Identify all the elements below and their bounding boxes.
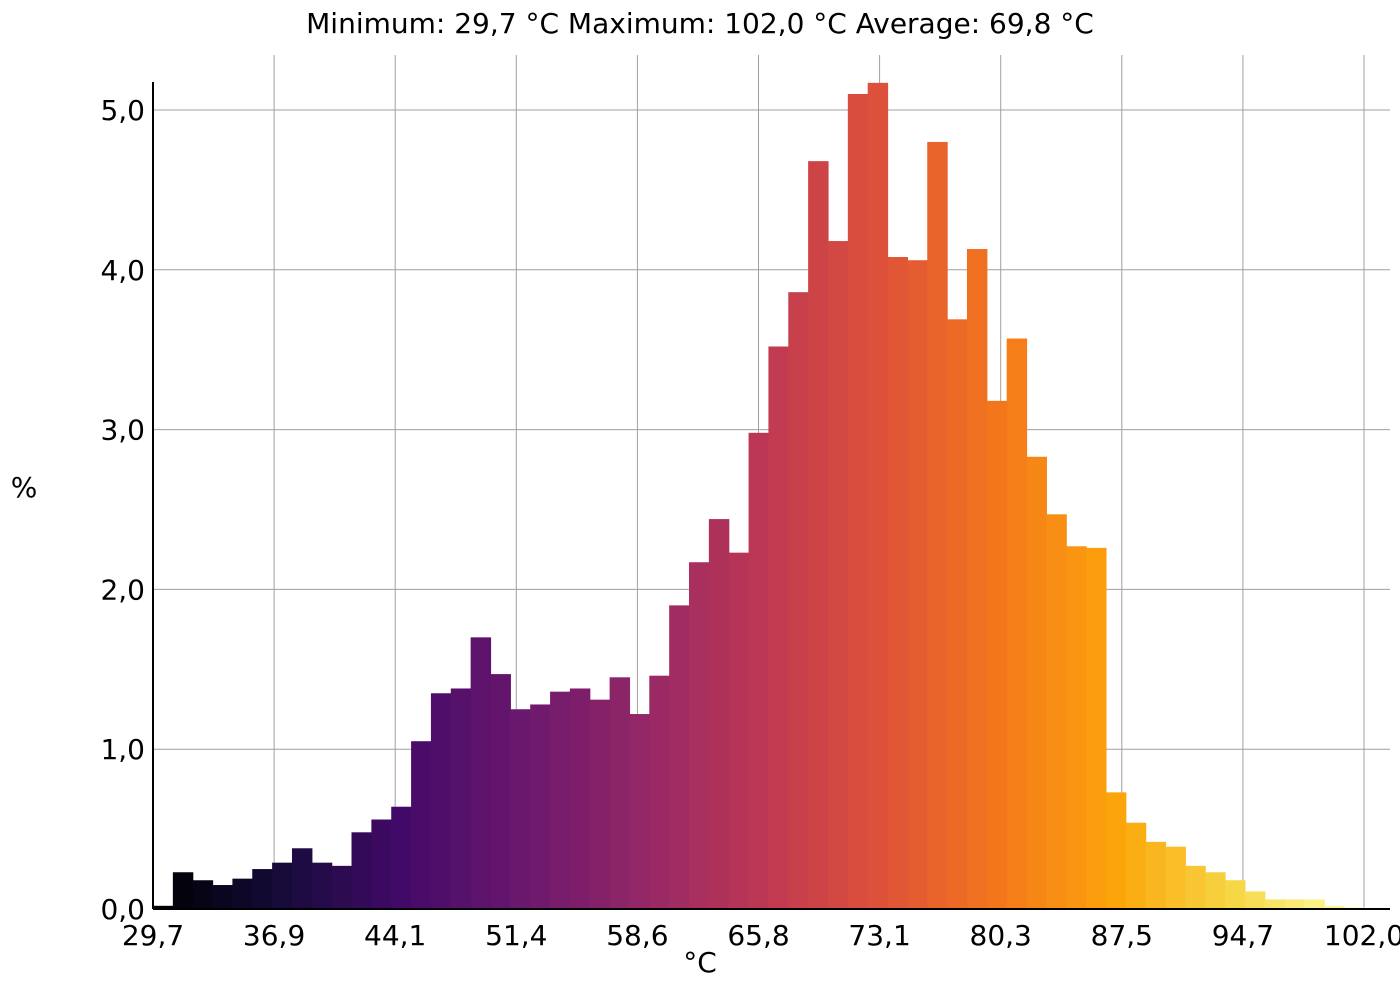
x-tick-label: 65,8: [727, 919, 789, 952]
y-axis-label: %: [11, 471, 38, 504]
x-tick-label: 36,9: [243, 919, 305, 952]
bars: [153, 82, 1365, 910]
histogram-bar: [550, 691, 571, 909]
histogram-bar: [728, 552, 750, 909]
histogram-bar: [1125, 822, 1147, 909]
histogram-bar: [490, 674, 511, 909]
histogram-bar: [351, 832, 372, 909]
histogram-bar: [291, 848, 313, 909]
histogram-bar: [966, 249, 988, 909]
histogram-bar: [1006, 338, 1028, 909]
histogram-bar: [153, 905, 174, 909]
y-tick-label: 3,0: [100, 414, 145, 447]
histogram-bar: [609, 677, 631, 909]
histogram-bar: [867, 82, 889, 909]
histogram-bar: [847, 94, 869, 909]
x-tick-label: 44,1: [364, 919, 426, 952]
histogram-bar: [1046, 514, 1067, 909]
y-tick-label: 4,0: [100, 254, 145, 287]
histogram-bar: [569, 688, 591, 909]
histogram-bar: [470, 637, 492, 909]
histogram-bar: [788, 292, 809, 909]
histogram-bar: [748, 432, 770, 909]
y-tick-label: 2,0: [100, 573, 145, 606]
histogram-bar: [212, 885, 234, 909]
x-tick-label: 94,7: [1212, 919, 1274, 952]
histogram-bar: [947, 319, 968, 910]
histogram-bar: [1185, 865, 1206, 909]
histogram-bar: [232, 878, 253, 909]
histogram-bar: [689, 562, 710, 909]
y-tick-labels: 0,0 1,0 2,0 3,0 4,0 5,0: [100, 94, 145, 926]
histogram-bar: [1145, 841, 1167, 909]
histogram-bar: [827, 241, 849, 910]
histogram-bar: [808, 161, 829, 909]
histogram-bar: [450, 688, 472, 909]
histogram-bar: [411, 741, 432, 909]
chart-title: Minimum: 29,7 °C Maximum: 102,0 °C Avera…: [306, 7, 1094, 40]
histogram-bar: [1324, 905, 1345, 909]
histogram-bar: [629, 714, 650, 909]
x-tick-label: 73,1: [848, 919, 910, 952]
histogram-bar: [669, 605, 690, 909]
histogram-bar: [887, 257, 908, 909]
histogram-bar: [311, 862, 333, 909]
histogram-bar: [1026, 456, 1047, 909]
histogram-bar: [371, 819, 392, 909]
histogram-bar: [1086, 547, 1107, 909]
x-tick-labels: 29,7 36,9 44,1 51,4 58,6 65,8 73,1 80,3 87,5 94,7…: [122, 919, 1400, 952]
x-tick-label: 51,4: [485, 919, 547, 952]
histogram-bar: [192, 880, 214, 909]
histogram-bar: [986, 400, 1008, 909]
histogram-bar: [589, 699, 611, 909]
histogram-bar: [391, 806, 412, 909]
histogram-bar: [252, 869, 273, 909]
x-tick-label: 58,6: [606, 919, 668, 952]
histogram-bar: [1284, 899, 1306, 909]
histogram-bar: [1304, 899, 1325, 909]
x-tick-label: 80,3: [970, 919, 1032, 952]
x-tick-label: 29,7: [122, 919, 184, 952]
histogram-bar: [430, 693, 452, 909]
histogram-bar: [331, 865, 353, 909]
x-tick-label: 87,5: [1091, 919, 1153, 952]
histogram-bar: [708, 519, 730, 909]
histogram-bar: [172, 872, 194, 909]
x-axis-label: °C: [683, 946, 717, 979]
histogram-bar: [530, 704, 551, 909]
histogram-bar: [1264, 899, 1286, 909]
y-tick-label: 0,0: [100, 893, 145, 926]
histogram-bar: [649, 675, 670, 909]
histogram-bar: [272, 862, 293, 909]
histogram-bar: [1244, 891, 1266, 909]
histogram-bar: [1225, 880, 1246, 909]
x-tick-label: 102,0: [1324, 919, 1400, 952]
axes: [152, 82, 1390, 910]
histogram-bar: [1205, 872, 1226, 909]
histogram-bar: [1066, 546, 1087, 909]
histogram-bar: [1105, 792, 1127, 909]
histogram-bar: [907, 260, 928, 910]
y-tick-label: 1,0: [100, 733, 145, 766]
histogram-bar: [1165, 846, 1186, 909]
histogram-bar: [510, 709, 531, 909]
histogram-bar: [927, 141, 948, 909]
histogram-bar: [768, 346, 789, 909]
y-tick-label: 5,0: [100, 94, 145, 127]
